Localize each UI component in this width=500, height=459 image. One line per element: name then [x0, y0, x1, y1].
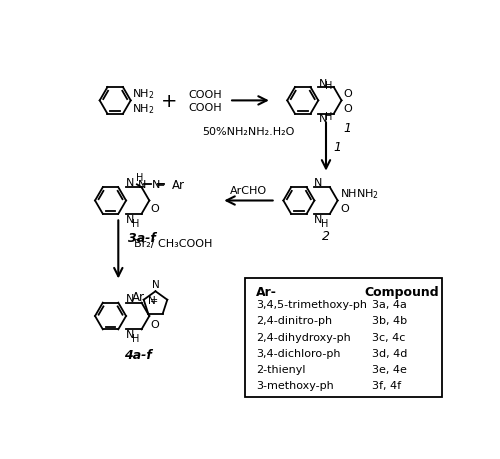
Text: H: H — [132, 334, 140, 343]
Text: H: H — [324, 112, 332, 122]
Text: 50%NH₂NH₂.H₂O: 50%NH₂NH₂.H₂O — [202, 127, 294, 137]
Text: NH$_2$: NH$_2$ — [132, 102, 155, 116]
Text: 3e, 4e: 3e, 4e — [372, 364, 408, 374]
Text: O: O — [151, 319, 160, 329]
Text: 2,4-dinitro-ph: 2,4-dinitro-ph — [256, 316, 332, 326]
Bar — [244, 278, 442, 397]
Text: H: H — [136, 172, 143, 182]
Text: N: N — [318, 79, 327, 89]
Text: 3c, 4c: 3c, 4c — [372, 332, 406, 342]
Text: Ar: Ar — [172, 179, 185, 191]
Text: NH$_2$: NH$_2$ — [132, 87, 155, 101]
Text: 4a-f: 4a-f — [124, 348, 152, 361]
Text: N: N — [148, 295, 156, 305]
Text: N: N — [152, 180, 160, 190]
Text: O: O — [340, 204, 348, 214]
Text: Compound: Compound — [365, 285, 440, 298]
Text: 3b, 4b: 3b, 4b — [372, 316, 408, 326]
Text: 3d, 4d: 3d, 4d — [372, 348, 408, 358]
Text: H: H — [132, 218, 140, 228]
Text: N: N — [138, 180, 146, 190]
Text: 3f, 4f: 3f, 4f — [372, 380, 402, 390]
Text: 3,4-dichloro-ph: 3,4-dichloro-ph — [256, 348, 341, 358]
Text: N: N — [126, 330, 134, 340]
Text: N: N — [318, 113, 327, 123]
Text: NHNH$_2$: NHNH$_2$ — [340, 186, 379, 200]
Text: O: O — [344, 89, 352, 99]
Text: COOH: COOH — [188, 90, 222, 100]
Text: N: N — [126, 178, 134, 188]
Text: Ar-: Ar- — [256, 285, 277, 298]
Text: =: = — [156, 180, 166, 190]
Text: 2-thienyl: 2-thienyl — [256, 364, 306, 374]
Text: =: = — [150, 295, 158, 305]
Text: N: N — [152, 280, 160, 289]
Text: 2: 2 — [322, 229, 330, 242]
Text: N: N — [126, 293, 134, 303]
Text: H: H — [321, 218, 328, 228]
Text: O: O — [151, 204, 160, 214]
Text: ArCHO: ArCHO — [230, 186, 267, 196]
Text: 2,4-dihydroxy-ph: 2,4-dihydroxy-ph — [256, 332, 351, 342]
Text: N: N — [126, 214, 134, 224]
Text: N: N — [314, 178, 322, 188]
Text: 1: 1 — [344, 122, 351, 134]
Text: 1: 1 — [334, 141, 342, 154]
Text: 3-methoxy-ph: 3-methoxy-ph — [256, 380, 334, 390]
Text: +: + — [161, 92, 178, 111]
Text: 3a, 4a: 3a, 4a — [372, 300, 408, 310]
Text: O: O — [344, 104, 352, 114]
Text: H: H — [324, 80, 332, 90]
Text: COOH: COOH — [188, 102, 222, 112]
Text: Br₂/ CH₃COOH: Br₂/ CH₃COOH — [134, 238, 212, 248]
Text: 3,4,5-trimethoxy-ph: 3,4,5-trimethoxy-ph — [256, 300, 367, 310]
Text: Ar: Ar — [132, 290, 145, 303]
Text: N: N — [314, 214, 322, 224]
Text: 3a-f: 3a-f — [128, 231, 156, 245]
